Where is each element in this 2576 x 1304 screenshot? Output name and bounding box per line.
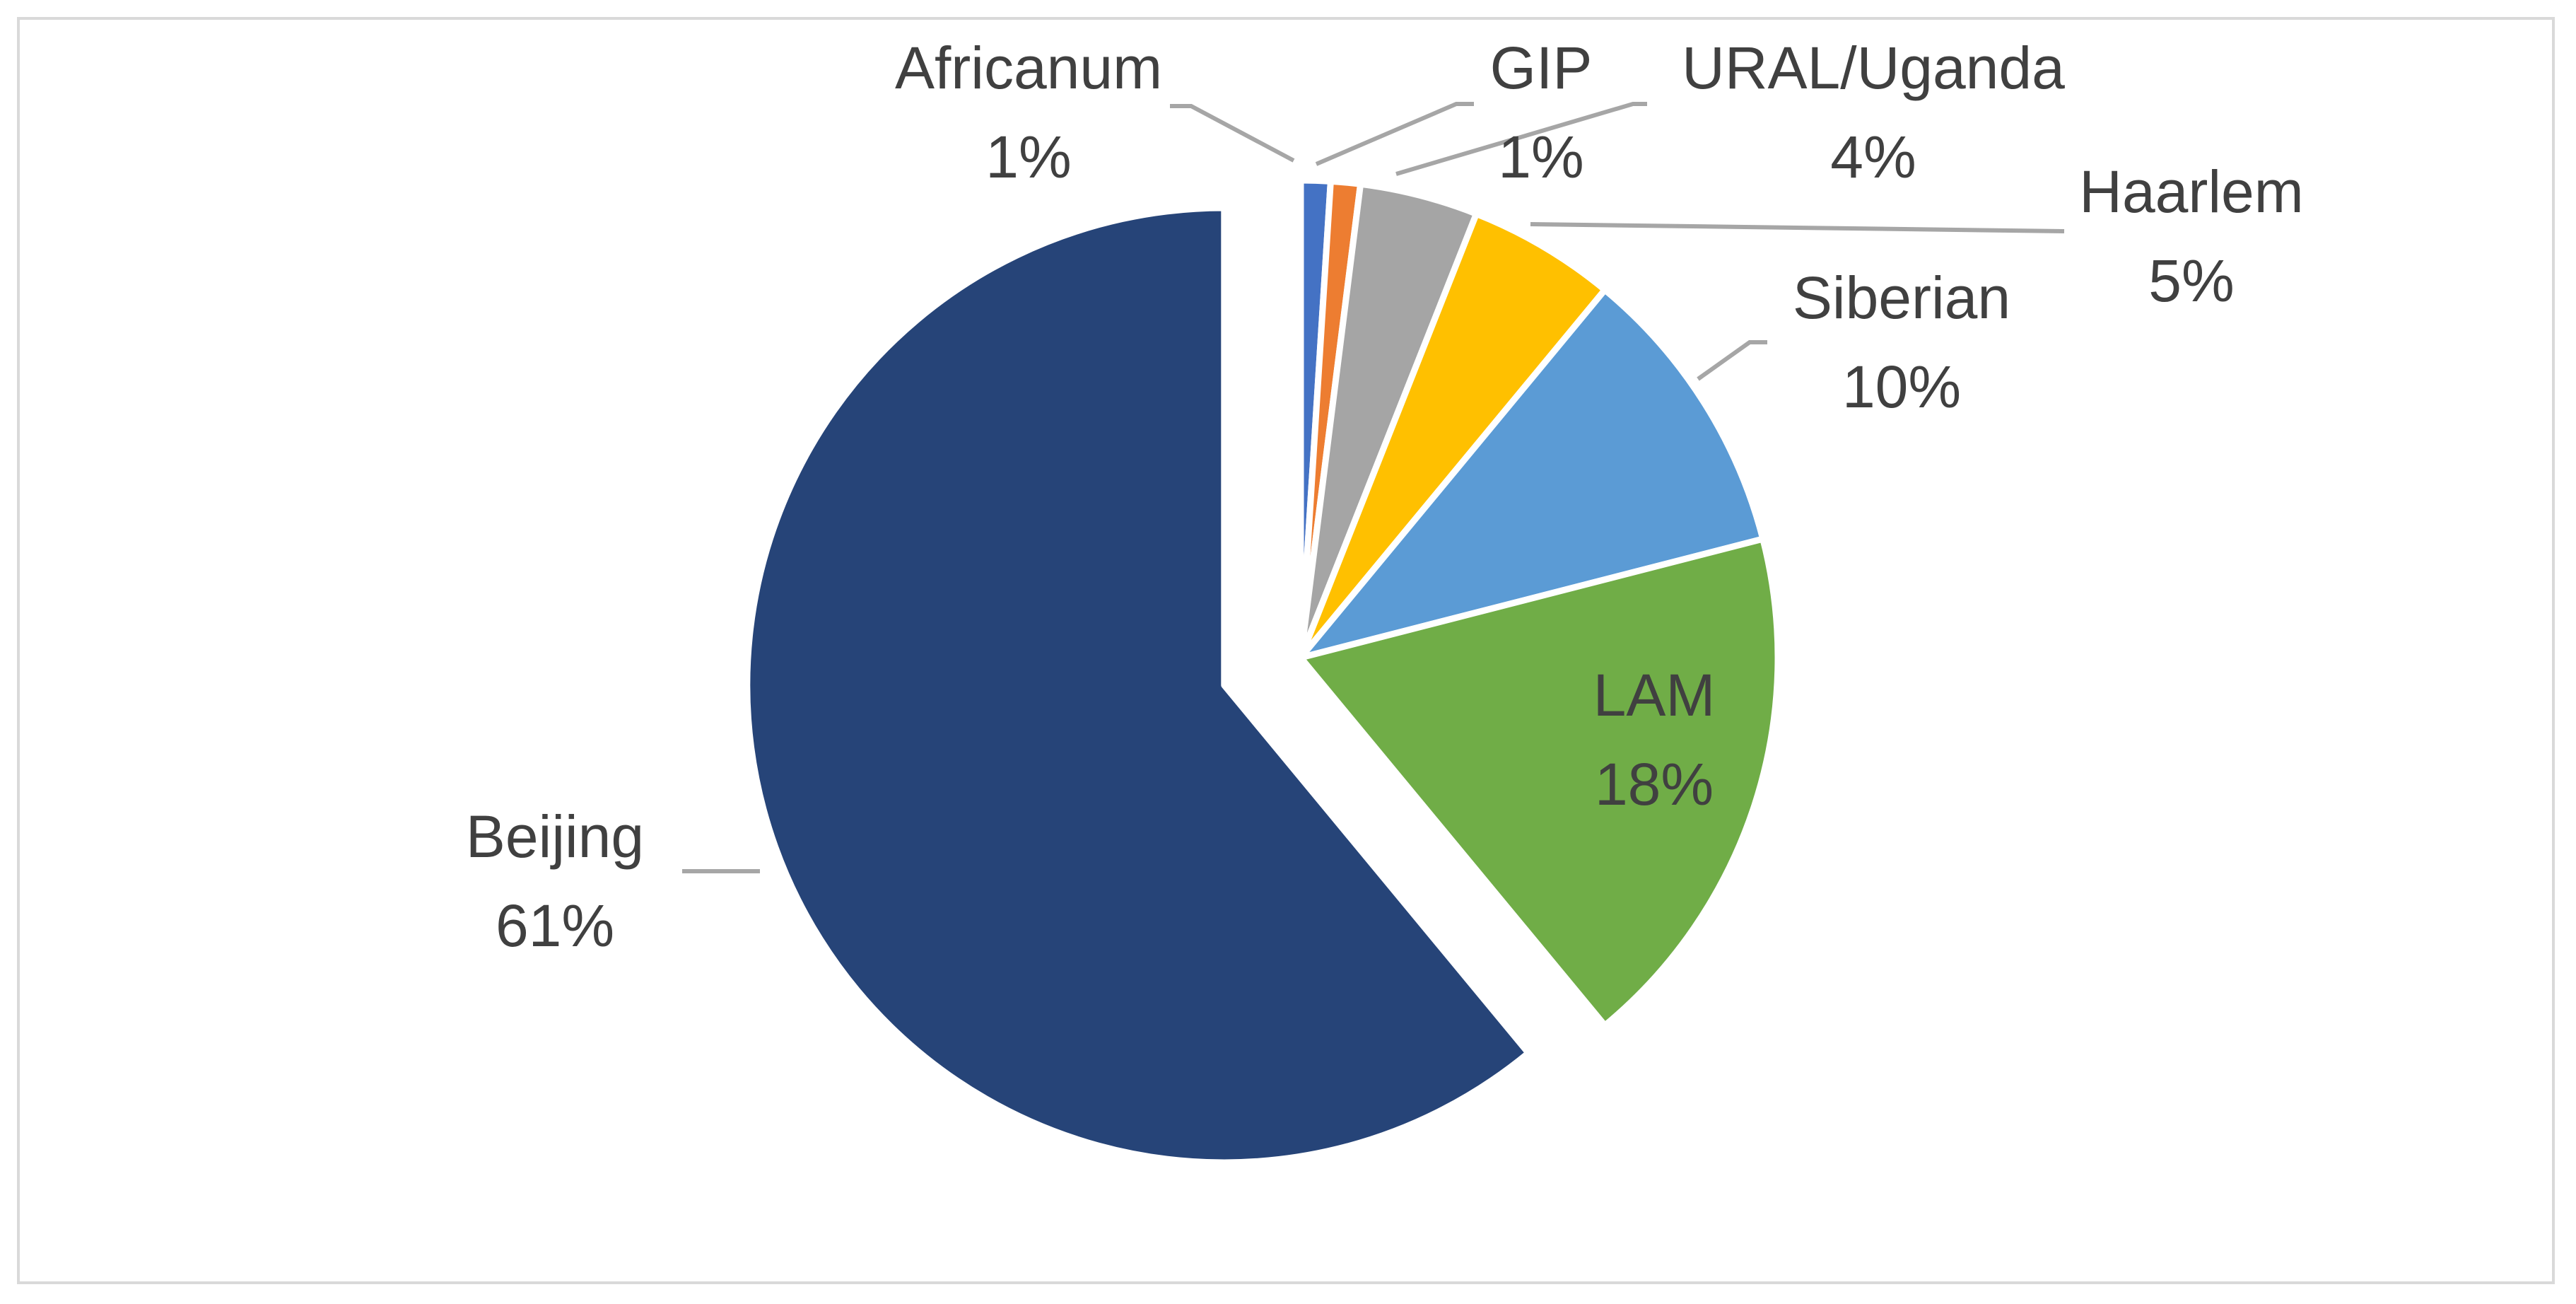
leader-line-haarlem	[1530, 222, 2065, 233]
leader-line-africanum	[1170, 104, 1295, 163]
leader-line-gip	[1315, 102, 1474, 166]
data-label-percent-africanum: 1%	[985, 124, 1071, 190]
leader-line-siberian	[1697, 340, 1767, 381]
data-label-percent-siberian: 10%	[1842, 354, 1961, 420]
data-label-name-siberian: Siberian	[1793, 264, 2010, 331]
data-label-name-africanum: Africanum	[895, 35, 1162, 101]
data-label-name-gip: GIP	[1490, 35, 1593, 101]
data-label-percent-lam: 18%	[1595, 751, 1714, 817]
data-label-name-lam: LAM	[1593, 662, 1716, 728]
data-label-percent-gip: 1%	[1498, 124, 1583, 190]
pie-slice-haarlem	[1297, 210, 1608, 661]
data-label-name-ural-uganda: URAL/Uganda	[1682, 35, 2065, 101]
data-label-name-haarlem: Haarlem	[2079, 158, 2303, 225]
data-labels: Beijing 61% LAM 18% Siberian 10% Haarlem 5% URAL…	[466, 35, 2304, 959]
data-label-percent-beijing: 61%	[496, 892, 614, 959]
leader-lines	[682, 102, 2065, 873]
data-label-percent-haarlem: 5%	[2148, 248, 2234, 314]
pie-slice-beijing	[744, 204, 1532, 1166]
data-label-name-beijing: Beijing	[466, 803, 644, 870]
data-label-percent-ural-uganda: 4%	[1830, 124, 1916, 190]
pie-slice-lam	[1297, 535, 1781, 1029]
pie-slices	[744, 177, 1781, 1166]
leader-line-ural-uganda	[1395, 102, 1647, 176]
